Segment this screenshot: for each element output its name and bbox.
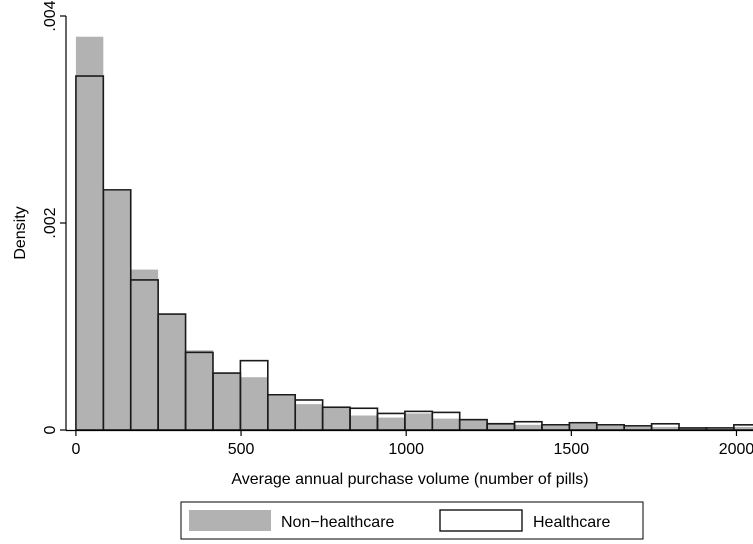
legend-label-non-healthcare: Non−healthcare [281, 514, 395, 531]
bar-non-healthcare [322, 407, 351, 430]
ticks: 0 500 1000 1500 2000 0 .002 .004 [42, 0, 753, 458]
bar-non-healthcare [569, 423, 597, 430]
bar-non-healthcare [130, 269, 159, 430]
bar-non-healthcare [541, 425, 570, 430]
bar-non-healthcare [459, 419, 488, 430]
x-tick-label: 1000 [388, 441, 424, 458]
bar-non-healthcare [75, 36, 104, 430]
x-tick-label: 2000 [719, 441, 753, 458]
bar-non-healthcare [103, 190, 131, 430]
x-tick-label: 1500 [554, 441, 590, 458]
bar-non-healthcare [350, 415, 378, 430]
y-tick-label: 0 [42, 425, 59, 434]
bar-non-healthcare [295, 404, 323, 430]
bar-non-healthcare [404, 413, 433, 430]
y-tick-label: .004 [42, 0, 59, 31]
legend-swatch-healthcare [439, 509, 523, 532]
x-tick-label: 500 [228, 441, 255, 458]
non-healthcare-bars [75, 36, 753, 430]
bar-non-healthcare [185, 350, 213, 430]
bar-non-healthcare [377, 417, 405, 430]
legend: Non−healthcare Healthcare [180, 501, 644, 540]
bar-non-healthcare [240, 377, 268, 430]
bar-non-healthcare [514, 424, 542, 430]
legend-label-healthcare: Healthcare [533, 514, 610, 531]
bar-non-healthcare [432, 418, 460, 430]
x-axis-title: Average annual purchase volume (number o… [231, 471, 588, 488]
bar-non-healthcare [267, 395, 296, 430]
x-tick-label: 0 [71, 441, 80, 458]
bar-non-healthcare [651, 426, 680, 430]
bar-non-healthcare [596, 425, 625, 430]
bar-non-healthcare [212, 373, 241, 430]
y-axis-title: Density [12, 206, 29, 259]
bar-non-healthcare [487, 422, 515, 430]
legend-swatch-non-healthcare [189, 510, 271, 531]
bar-non-healthcare [679, 427, 707, 430]
bar-non-healthcare [158, 314, 186, 430]
y-tick-label: .002 [42, 207, 59, 238]
bar-non-healthcare [733, 426, 753, 430]
bar-non-healthcare [624, 426, 652, 430]
